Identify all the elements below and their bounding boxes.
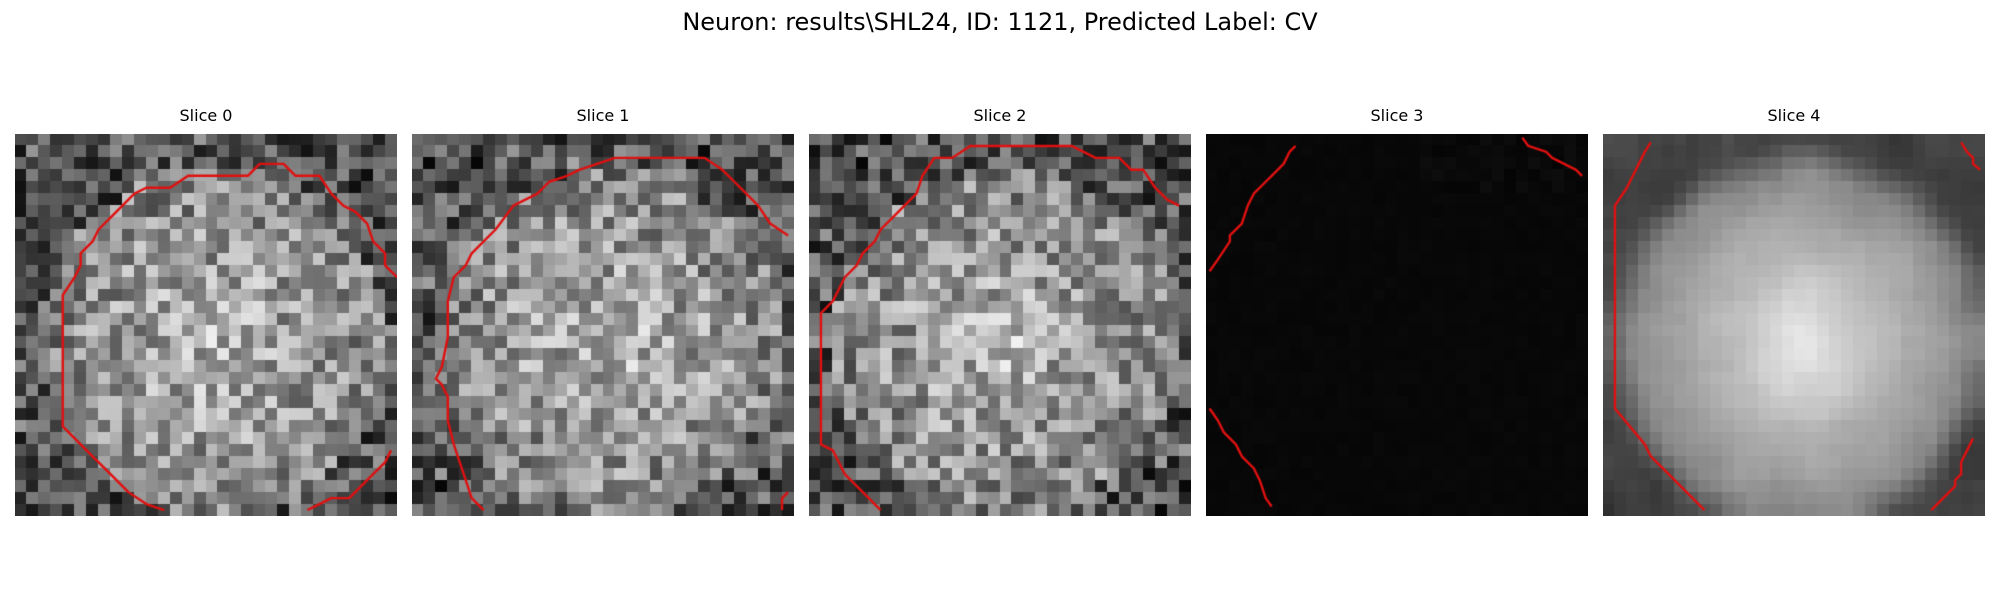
slice-image (1603, 134, 1985, 516)
figure-title: Neuron: results\SHL24, ID: 1121, Predict… (682, 8, 1318, 36)
slice-panel-0: Slice 0 (15, 104, 397, 520)
slice-image (15, 134, 397, 516)
slice-panel-2: Slice 2 (809, 104, 1191, 520)
slice-title: Slice 2 (973, 106, 1027, 125)
slice-title: Slice 4 (1767, 106, 1821, 125)
slice-panel-1: Slice 1 (412, 104, 794, 520)
slice-title: Slice 3 (1370, 106, 1424, 125)
slice-title: Slice 0 (179, 106, 233, 125)
slice-image (809, 134, 1191, 516)
slice-panel-4: Slice 4 (1603, 104, 1985, 520)
slice-panel-3: Slice 3 (1206, 104, 1588, 520)
slice-image (1206, 134, 1588, 516)
slice-image (412, 134, 794, 516)
slice-title: Slice 1 (576, 106, 630, 125)
